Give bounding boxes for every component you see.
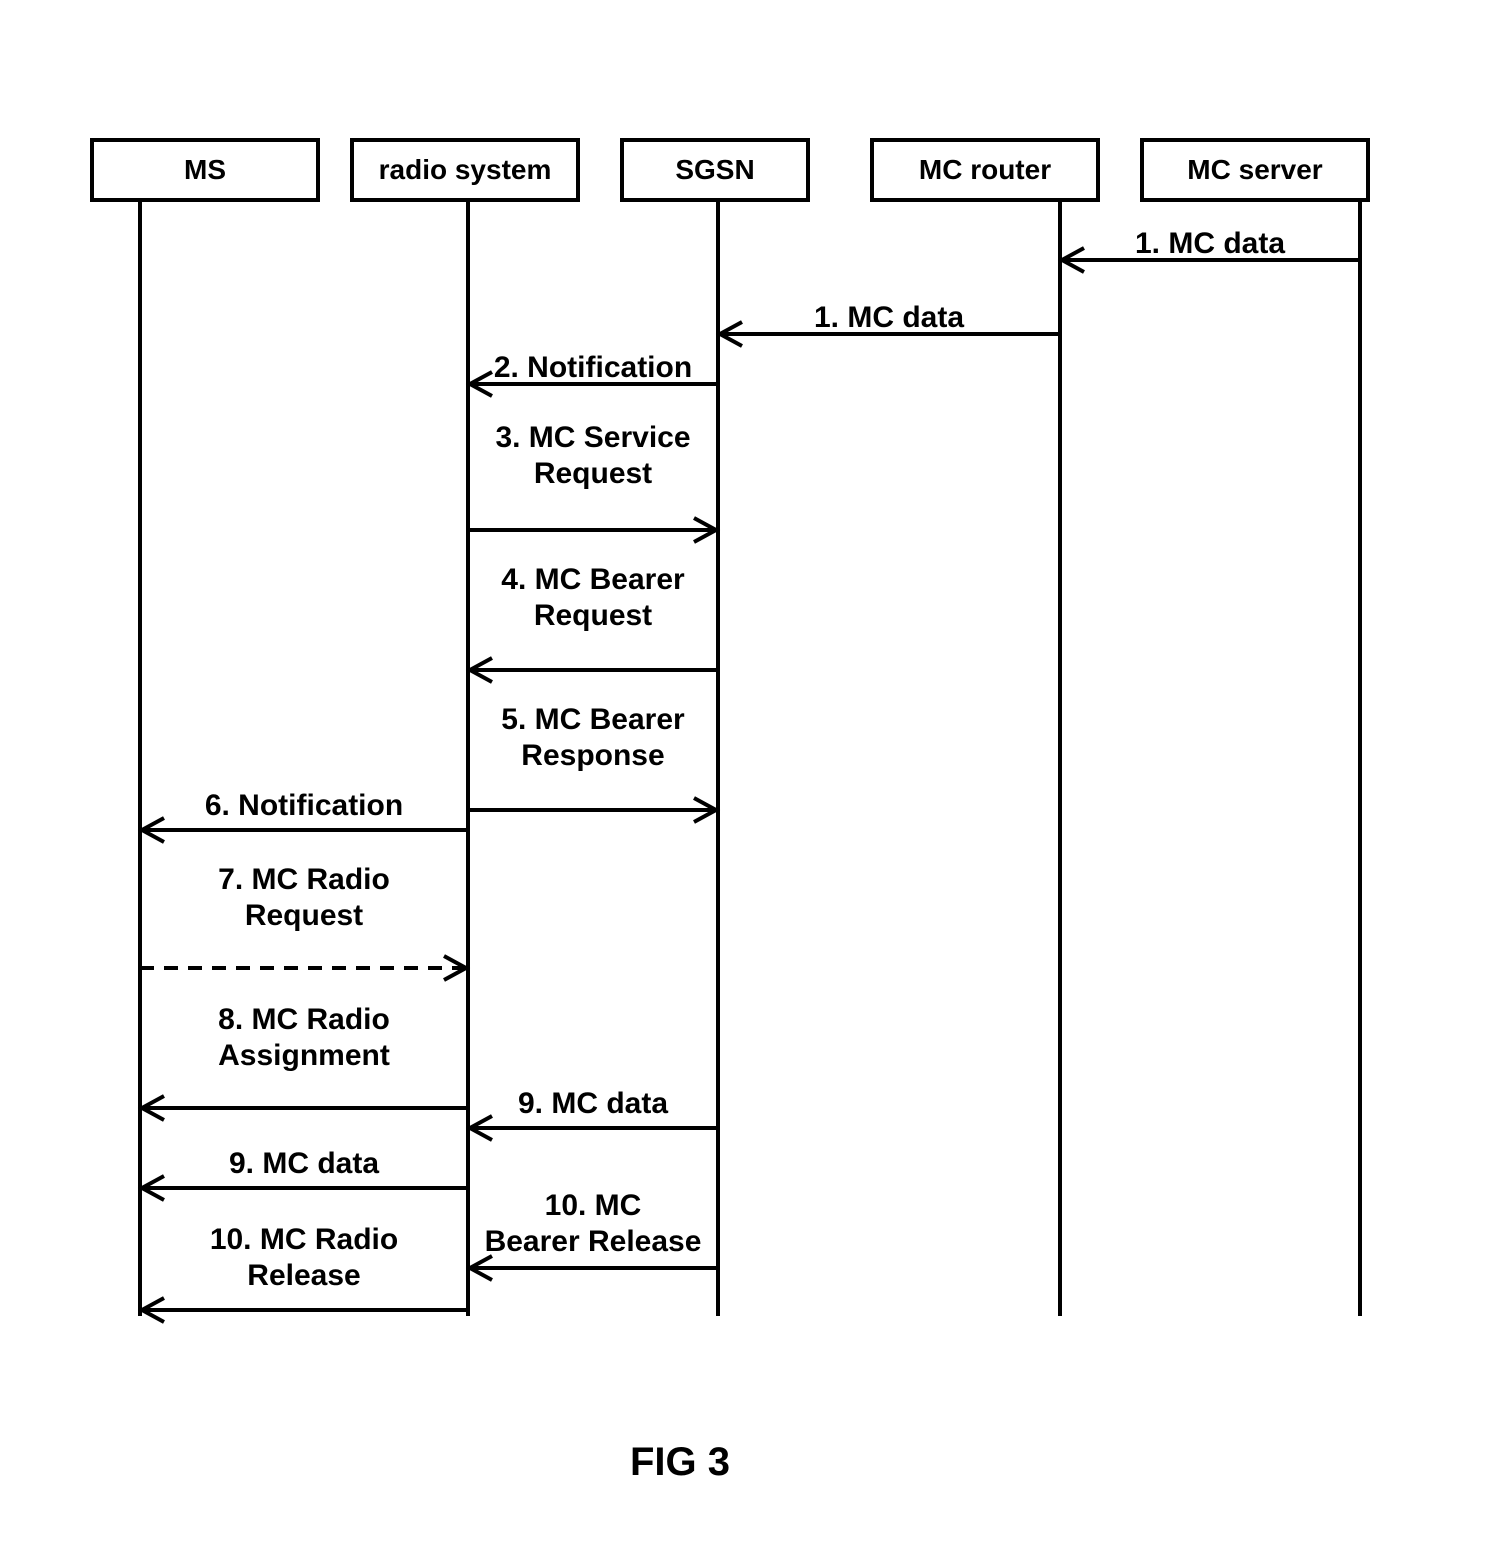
message-label-11: 10. MC Bearer Release	[468, 1188, 718, 1260]
message-label-10: 9. MC data	[140, 1146, 468, 1182]
lifeline-line-server	[1358, 202, 1362, 1316]
lifeline-label-router: MC router	[919, 154, 1051, 186]
lifeline-label-radio: radio system	[379, 154, 552, 186]
lifeline-box-sgsn: SGSN	[620, 138, 810, 202]
message-label-1: 1. MC data	[718, 300, 1060, 336]
message-label-0: 1. MC data	[1060, 226, 1360, 262]
sequence-diagram: MS radio system SGSN MC router MC server 1. M…	[0, 0, 1498, 1555]
message-label-12: 10. MC Radio Release	[140, 1222, 468, 1294]
lifeline-label-sgsn: SGSN	[675, 154, 754, 186]
message-label-7: 7. MC Radio Request	[140, 862, 468, 934]
lifeline-box-radio: radio system	[350, 138, 580, 202]
message-label-6: 6. Notification	[140, 788, 468, 824]
message-label-3: 3. MC Service Request	[468, 420, 718, 492]
lifeline-label-server: MC server	[1187, 154, 1322, 186]
lifeline-label-ms: MS	[184, 154, 226, 186]
message-label-9: 9. MC data	[468, 1086, 718, 1122]
message-label-2: 2. Notification	[468, 350, 718, 386]
lifeline-line-router	[1058, 202, 1062, 1316]
lifeline-box-server: MC server	[1140, 138, 1370, 202]
message-label-4: 4. MC Bearer Request	[468, 562, 718, 634]
lifeline-box-router: MC router	[870, 138, 1100, 202]
message-label-8: 8. MC Radio Assignment	[140, 1002, 468, 1074]
lifeline-box-ms: MS	[90, 138, 320, 202]
figure-label: FIG 3	[630, 1440, 730, 1485]
message-label-5: 5. MC Bearer Response	[468, 702, 718, 774]
